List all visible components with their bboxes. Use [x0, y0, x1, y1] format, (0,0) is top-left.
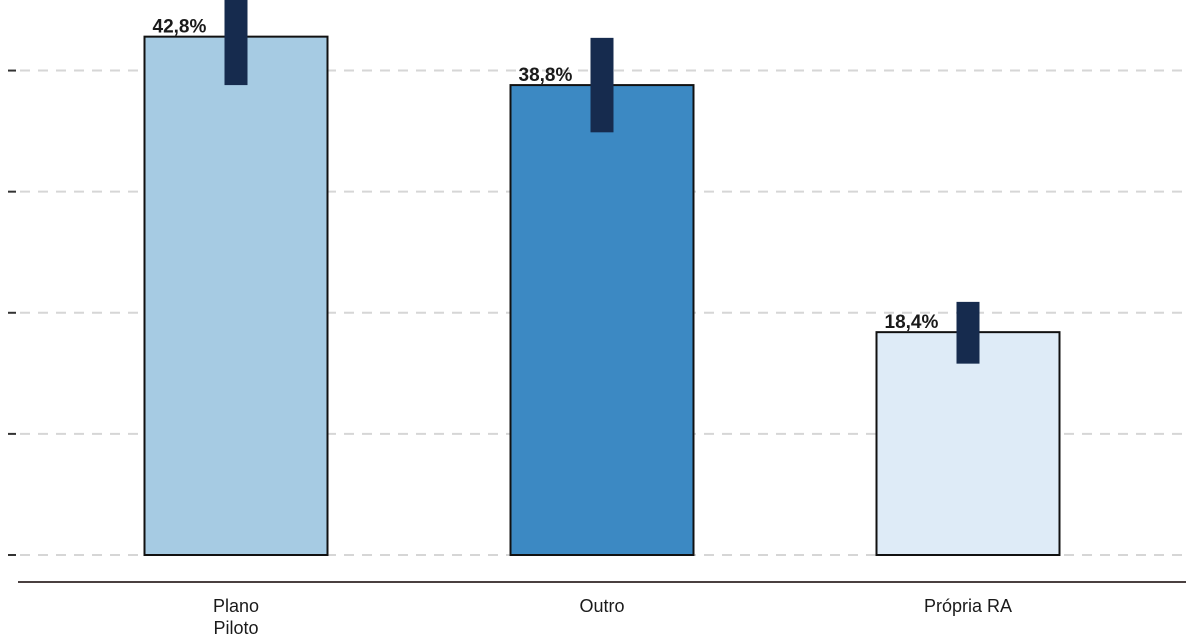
bar [875, 331, 1061, 556]
data-label: 38,8% [519, 65, 573, 86]
error-bar [956, 301, 980, 364]
category-labels: Plano Piloto Outro Própria RA [213, 596, 1012, 638]
category-label: Outro [579, 596, 624, 616]
error-bar [224, 0, 248, 86]
error-bar [590, 37, 614, 133]
bar [509, 84, 695, 556]
error-bars [224, 0, 980, 364]
category-label: Plano Piloto [213, 596, 259, 638]
data-label: 18,4% [885, 312, 939, 333]
bar [143, 35, 329, 556]
category-label: Própria RA [924, 596, 1012, 616]
data-label: 42,8% [153, 17, 207, 38]
bars [143, 35, 1061, 556]
value-labels: 42,8% 38,8% 18,4% [153, 17, 939, 334]
